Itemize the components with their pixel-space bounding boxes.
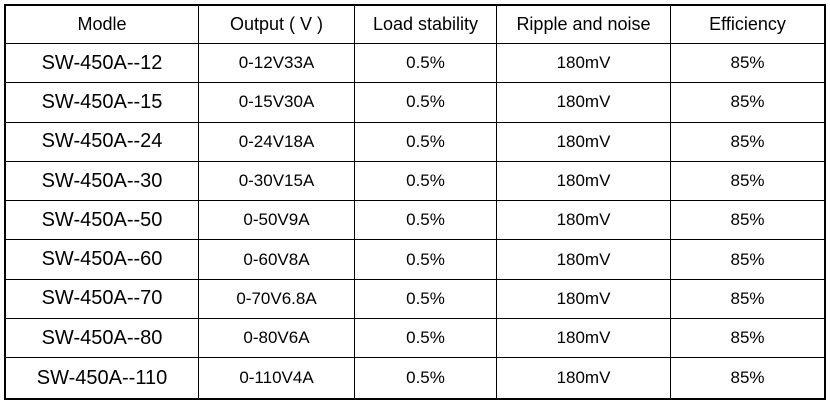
cell-load-stability: 0.5%	[355, 201, 497, 241]
cell-output: 0-24V18A	[199, 122, 355, 162]
cell-efficiency: 85%	[671, 123, 824, 162]
spec-table: Modle Output ( V ) Load stability Ripple…	[4, 4, 826, 400]
cell-output: 0-80V6A	[199, 319, 355, 359]
header-model: Modle	[6, 6, 199, 44]
cell-ripple-noise: 180mV	[497, 201, 671, 241]
cell-output: 0-12V33A	[199, 44, 355, 84]
header-efficiency: Efficiency	[671, 6, 824, 44]
cell-model: SW-450A--15	[6, 83, 199, 123]
cell-output: 0-30V15A	[199, 161, 355, 202]
cell-load-stability: 0.5%	[355, 240, 497, 280]
cell-load-stability: 0.5%	[355, 279, 497, 320]
cell-ripple-noise: 180mV	[497, 44, 671, 84]
cell-ripple-noise: 180mV	[497, 122, 671, 162]
cell-load-stability: 0.5%	[355, 358, 497, 398]
cell-model: SW-450A--30	[6, 161, 199, 202]
cell-output: 0-110V4A	[199, 358, 355, 398]
cell-model: SW-450A--12	[6, 44, 199, 84]
cell-efficiency: 85%	[671, 162, 824, 202]
cell-efficiency: 85%	[671, 240, 824, 280]
cell-ripple-noise: 180mV	[497, 240, 671, 280]
cell-ripple-noise: 180mV	[497, 279, 671, 320]
cell-load-stability: 0.5%	[355, 319, 497, 359]
cell-load-stability: 0.5%	[355, 161, 497, 202]
cell-efficiency: 85%	[671, 44, 824, 84]
cell-model: SW-450A--80	[6, 319, 199, 359]
cell-model: SW-450A--110	[6, 358, 199, 398]
cell-output: 0-50V9A	[199, 201, 355, 241]
cell-efficiency: 85%	[671, 201, 824, 241]
cell-load-stability: 0.5%	[355, 44, 497, 84]
cell-load-stability: 0.5%	[355, 83, 497, 123]
cell-ripple-noise: 180mV	[497, 319, 671, 359]
cell-efficiency: 85%	[671, 319, 824, 359]
cell-ripple-noise: 180mV	[497, 161, 671, 202]
cell-output: 0-60V8A	[199, 240, 355, 280]
cell-efficiency: 85%	[671, 280, 824, 320]
cell-ripple-noise: 180mV	[497, 358, 671, 398]
header-output: Output ( V )	[199, 6, 355, 44]
cell-ripple-noise: 180mV	[497, 83, 671, 123]
header-ripple-noise: Ripple and noise	[497, 6, 671, 44]
cell-output: 0-70V6.8A	[199, 279, 355, 320]
cell-model: SW-450A--70	[6, 279, 199, 320]
cell-efficiency: 85%	[671, 83, 824, 123]
cell-model: SW-450A--24	[6, 122, 199, 162]
header-load-stability: Load stability	[355, 6, 497, 44]
cell-model: SW-450A--60	[6, 240, 199, 280]
cell-load-stability: 0.5%	[355, 122, 497, 162]
cell-model: SW-450A--50	[6, 201, 199, 241]
cell-efficiency: 85%	[730, 368, 765, 388]
cell-output: 0-15V30A	[199, 83, 355, 123]
